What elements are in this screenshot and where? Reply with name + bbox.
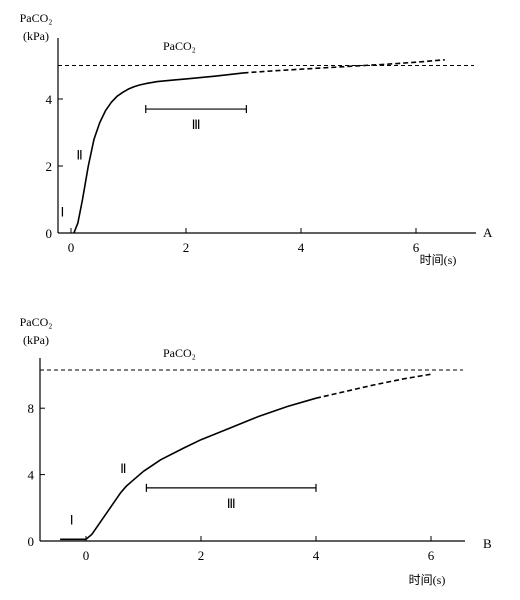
x-tick-label: 6 (413, 240, 420, 255)
y-axis-label-line1: PaCO₂ (20, 315, 53, 329)
phase-label: Ⅱ (76, 147, 82, 162)
panel-label: A (483, 225, 493, 240)
phase-label: Ⅲ (227, 496, 236, 511)
series-line-dashed (243, 59, 445, 74)
phase-label: Ⅰ (60, 204, 64, 219)
x-tick-label: 0 (68, 240, 75, 255)
x-axis-label: 时间(s) (409, 573, 446, 587)
y-tick-label: 0 (46, 226, 53, 241)
y-tick-label: 8 (28, 401, 35, 416)
phase-label: Ⅲ (192, 117, 201, 132)
phase-label: Ⅰ (70, 512, 74, 527)
x-axis-label: 时间(s) (420, 253, 457, 267)
reference-line-label: PaCO₂ (163, 346, 196, 360)
series-line-solid (60, 397, 317, 541)
x-tick-label: 4 (298, 240, 305, 255)
y-tick-label: 4 (28, 468, 35, 483)
phase-label: Ⅱ (120, 461, 126, 476)
x-tick-label: 4 (313, 548, 320, 563)
chart-panel-b: 0 4 8 0 2 4 6 PaCO₂ (kPa) 时间(s) B PaCO₂ Ⅰ Ⅱ Ⅲ (20, 315, 492, 587)
series-line-dashed (315, 373, 432, 399)
y-tick-label: 2 (46, 159, 53, 174)
reference-line-label: PaCO₂ (163, 39, 196, 53)
panel-label: B (483, 536, 492, 551)
y-tick-label: 0 (28, 534, 35, 549)
y-tick-label: 4 (46, 92, 53, 107)
x-tick-label: 2 (183, 240, 190, 255)
y-axis-label-line2: (kPa) (23, 333, 49, 347)
y-axis-label-line2: (kPa) (23, 29, 49, 43)
x-tick-label: 6 (428, 548, 435, 563)
chart-panel-a: 0 2 4 0 2 4 6 PaCO₂ (kPa) 时间(s) A PaCO₂ Ⅰ Ⅱ Ⅲ (20, 11, 493, 267)
x-tick-label: 2 (198, 548, 205, 563)
x-tick-label: 0 (83, 548, 90, 563)
series-line-solid (73, 72, 244, 234)
y-axis-label-line1: PaCO₂ (20, 11, 53, 25)
